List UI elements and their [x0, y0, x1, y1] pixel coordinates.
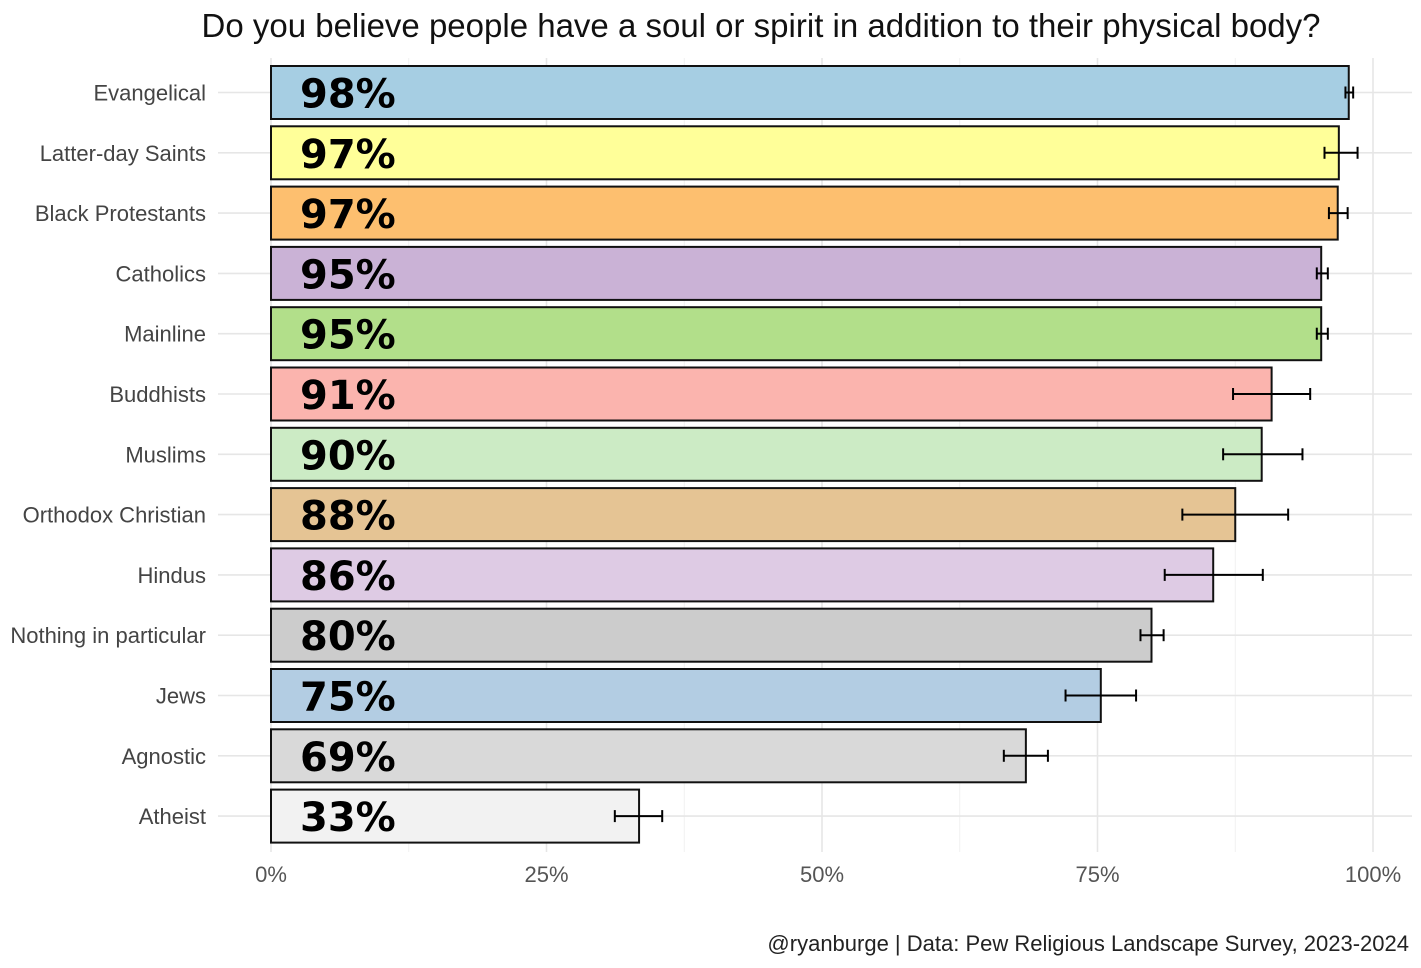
bar-group: Black Protestants 97% [35, 185, 1349, 241]
category-label: Mainline [124, 322, 206, 347]
value-label: 69% [300, 735, 396, 781]
bars: Evangelical 98%Latter-day Saints 97%Black … [10, 65, 1359, 844]
bar-group: Jews 75% [156, 668, 1138, 723]
bar [270, 125, 1340, 181]
x-axis-ticks: 0% 25% 50% 75% 100% [255, 862, 1401, 887]
x-tick-label: 25% [524, 862, 568, 887]
category-label: Muslims [125, 442, 206, 467]
bar-group: Nothing in particular 80% [10, 607, 1165, 663]
value-label: 88% [300, 494, 396, 540]
bar [270, 547, 1215, 603]
category-label: Latter-day Saints [40, 141, 206, 166]
category-label: Evangelical [93, 81, 206, 106]
chart-title: Do you believe people have a soul or spi… [201, 7, 1320, 44]
value-label: 97% [300, 132, 396, 178]
bar [270, 728, 1027, 784]
bar [270, 185, 1339, 241]
category-label: Jews [156, 684, 206, 709]
value-label: 91% [300, 373, 396, 419]
bar-group: Atheist 33% [139, 788, 664, 844]
bar [270, 65, 1350, 120]
bar-group: Evangelical 98% [93, 65, 1355, 120]
bar-group: Muslims 90% [125, 426, 1304, 482]
bar-group: Hindus 86% [138, 547, 1264, 603]
category-label: Hindus [138, 563, 206, 588]
bar-group: Mainline 95% [124, 306, 1329, 362]
bar [270, 788, 641, 844]
bar-group: Agnostic 69% [122, 728, 1049, 784]
bar-group: Orthodox Christian 88% [23, 487, 1290, 543]
bar [270, 487, 1237, 543]
x-tick-label: 50% [800, 862, 844, 887]
category-label: Orthodox Christian [23, 503, 206, 528]
value-label: 33% [300, 795, 396, 841]
bar [270, 668, 1102, 723]
category-label: Nothing in particular [10, 623, 206, 648]
bar-group: Latter-day Saints 97% [40, 125, 1359, 181]
value-label: 80% [300, 614, 396, 660]
bar [270, 306, 1323, 362]
bar [270, 366, 1273, 422]
x-tick-label: 100% [1345, 862, 1401, 887]
value-label: 90% [300, 433, 396, 479]
category-label: Atheist [139, 804, 206, 829]
bar [270, 426, 1263, 482]
value-label: 97% [300, 192, 396, 238]
value-label: 98% [300, 72, 396, 118]
category-label: Agnostic [122, 744, 206, 769]
chart-caption: @ryanburge | Data: Pew Religious Landsca… [767, 931, 1409, 956]
category-label: Buddhists [109, 382, 206, 407]
value-label: 75% [300, 675, 396, 721]
bar-group: Buddhists 91% [109, 366, 1312, 422]
category-label: Catholics [116, 261, 206, 286]
bar [270, 607, 1153, 663]
x-tick-label: 0% [255, 862, 287, 887]
category-label: Black Protestants [35, 201, 206, 226]
x-tick-label: 75% [1075, 862, 1119, 887]
value-label: 95% [300, 313, 396, 359]
value-label: 86% [300, 554, 396, 600]
bar-group: Catholics 95% [116, 245, 1329, 301]
value-label: 95% [300, 252, 396, 298]
bar [270, 245, 1323, 301]
